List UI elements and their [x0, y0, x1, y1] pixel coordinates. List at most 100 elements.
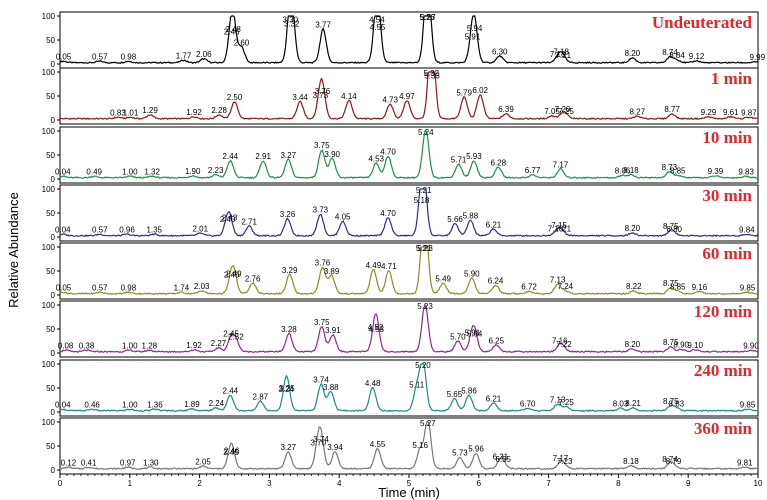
peak-label: 3.26: [280, 210, 296, 219]
peak-label: 7.10: [548, 225, 564, 234]
peak-label: 0.83: [110, 109, 126, 118]
peak-label: 0.49: [86, 168, 102, 177]
panel-title: 360 min: [694, 419, 753, 438]
peak-label: 3.73: [313, 205, 329, 214]
peak-label: 0.41: [81, 459, 97, 468]
peak-label: 8.20: [625, 340, 641, 349]
peak-label: 3.70: [310, 438, 326, 447]
peak-label: 4.52: [368, 323, 384, 332]
peak-label: 0.96: [119, 226, 135, 235]
peak-label: 0.57: [92, 53, 108, 62]
peak-label: 1.00: [122, 342, 138, 351]
y-tick-label: 0: [51, 175, 56, 184]
peak-label: 3.29: [282, 266, 298, 275]
y-tick-label: 50: [46, 209, 55, 218]
y-tick-label: 0: [51, 60, 56, 69]
peak-label: 7.13: [550, 395, 566, 404]
y-tick-label: 0: [51, 408, 56, 417]
peak-label: 8.85: [670, 167, 686, 176]
peak-label: 4.55: [370, 23, 386, 32]
x-tick-label: 6: [477, 479, 482, 488]
peak-label: 5.79: [456, 88, 472, 97]
trace-line: [59, 303, 759, 354]
peak-label: 9.87: [741, 109, 757, 118]
peak-label: 7.16: [552, 336, 568, 345]
peak-label: 0.05: [56, 53, 72, 62]
peak-label: 4.71: [381, 262, 397, 271]
peak-label: 2.49: [226, 270, 242, 279]
peak-label: 3.90: [324, 150, 340, 159]
peak-label: 2.01: [193, 225, 209, 234]
peak-label: 0.98: [121, 53, 137, 62]
y-tick-label: 100: [42, 68, 56, 77]
peak-label: 9.81: [737, 459, 753, 468]
peak-label: 9.12: [689, 52, 705, 61]
peak-label: 6.77: [525, 166, 541, 175]
trace-line: [59, 15, 759, 65]
peak-label: 4.73: [382, 96, 398, 105]
peak-label: 5.16: [412, 441, 428, 450]
peak-label: 8.80: [666, 225, 682, 234]
peak-label: 2.50: [227, 93, 243, 102]
peak-label: 5.71: [451, 156, 467, 165]
x-tick-label: 0: [58, 479, 63, 488]
peak-label: 6.35: [495, 455, 511, 464]
y-tick-label: 50: [46, 92, 55, 101]
peak-label: 0.98: [121, 284, 137, 293]
peak-label: 5.93: [466, 152, 482, 161]
peak-label: 1.29: [142, 106, 158, 115]
peak-label: 8.73: [662, 163, 678, 172]
peak-label: 2.46: [224, 28, 240, 37]
y-tick-label: 50: [46, 442, 55, 451]
y-tick-label: 100: [42, 243, 56, 252]
peak-label: 5.91: [465, 329, 481, 338]
peak-label: 6.21: [486, 220, 502, 229]
peak-label: 5.21: [416, 244, 432, 253]
x-tick-label: 8: [616, 479, 621, 488]
peak-label: 8.20: [625, 224, 641, 233]
panel-frame: [59, 126, 759, 184]
panel-title: 120 min: [694, 302, 753, 321]
peak-label: 6.21: [486, 394, 502, 403]
peak-label: 5.21: [416, 186, 432, 195]
peak-label: 3.27: [280, 443, 296, 452]
peak-label: 5.91: [465, 32, 481, 41]
peak-label: 8.74: [662, 455, 678, 464]
peak-label: 5.96: [468, 445, 484, 454]
peak-label: 6.24: [488, 276, 504, 285]
peak-label: 5.18: [414, 196, 430, 205]
peak-label: 5.88: [463, 212, 479, 221]
peak-label: 5.23: [417, 302, 433, 311]
peak-label: 2.91: [255, 152, 271, 161]
peak-label: 8.84: [669, 51, 685, 60]
peak-label: 5.26: [419, 13, 435, 22]
peak-label: 5.73: [452, 448, 468, 457]
panel-title: 60 min: [702, 244, 752, 263]
peak-label: 4.70: [380, 209, 396, 218]
peak-label: 1.77: [176, 52, 192, 61]
peak-label: 6.28: [491, 158, 507, 167]
trace-line: [59, 246, 759, 296]
peak-label: 2.40: [220, 215, 236, 224]
peak-label: 6.31: [493, 452, 509, 461]
peak-label: 8.03: [613, 400, 629, 409]
peak-label: 0.57: [92, 284, 108, 293]
peak-label: 6.30: [492, 47, 508, 56]
y-tick-label: 50: [46, 384, 55, 393]
trace-line: [60, 421, 759, 471]
panel-frame: [59, 184, 759, 242]
peak-label: 1.30: [143, 459, 159, 468]
peak-label: 8.21: [625, 399, 641, 408]
y-tick-label: 0: [51, 233, 56, 242]
x-tick-label: 10: [754, 479, 763, 488]
y-tick-label: 100: [42, 12, 56, 21]
y-tick-label: 100: [42, 301, 56, 310]
y-tick-label: 0: [51, 116, 56, 125]
peak-label: 2.45: [223, 330, 239, 339]
panel-title: 240 min: [694, 361, 753, 380]
peak-label: 4.05: [335, 213, 351, 222]
peak-label: 7.21: [555, 51, 571, 60]
peak-label: 5.33: [424, 72, 440, 81]
peak-label: 5.11: [409, 380, 425, 389]
peak-label: 1.36: [147, 401, 163, 410]
